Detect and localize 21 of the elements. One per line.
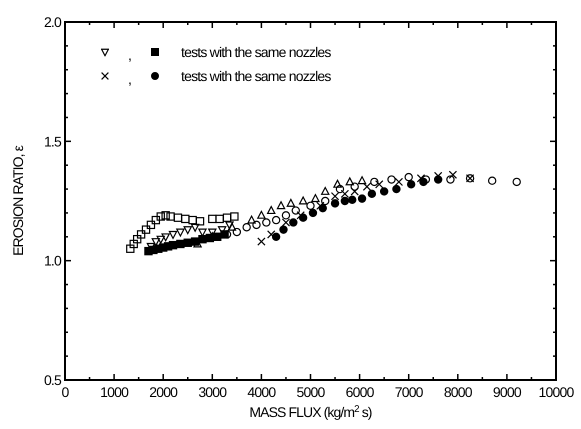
y-axis-title: EROSION RATIO, ε xyxy=(10,145,26,256)
legend-label: tests with the same nozzles xyxy=(181,68,332,84)
x-tick-label: 6000 xyxy=(346,384,375,400)
x-tick-label: 5000 xyxy=(296,384,326,400)
annotation: , xyxy=(128,47,132,63)
x-tick-label: 7000 xyxy=(394,384,424,400)
x-tick-label: 4000 xyxy=(247,384,276,400)
annotation: , xyxy=(128,71,132,87)
y-tick-label: 2.0 xyxy=(44,14,62,30)
x-tick-label: 9000 xyxy=(492,384,522,400)
x-tick-label: 3000 xyxy=(198,384,228,400)
x-tick-label: 0 xyxy=(62,384,70,400)
x-tick-label: 2000 xyxy=(149,384,178,400)
x-tick-label: 8000 xyxy=(444,384,473,400)
y-tick-label: 1.0 xyxy=(44,252,62,269)
legend-label: tests with the same nozzles xyxy=(181,44,332,60)
y-tick-label: 1.5 xyxy=(44,133,62,150)
y-tick-label: 0.5 xyxy=(44,372,62,388)
x-tick-label: 10000 xyxy=(538,384,574,400)
x-axis-title: MASS FLUX (kg/m$^{2}$ s) xyxy=(249,404,372,420)
x-tick-label: 1000 xyxy=(100,384,130,400)
